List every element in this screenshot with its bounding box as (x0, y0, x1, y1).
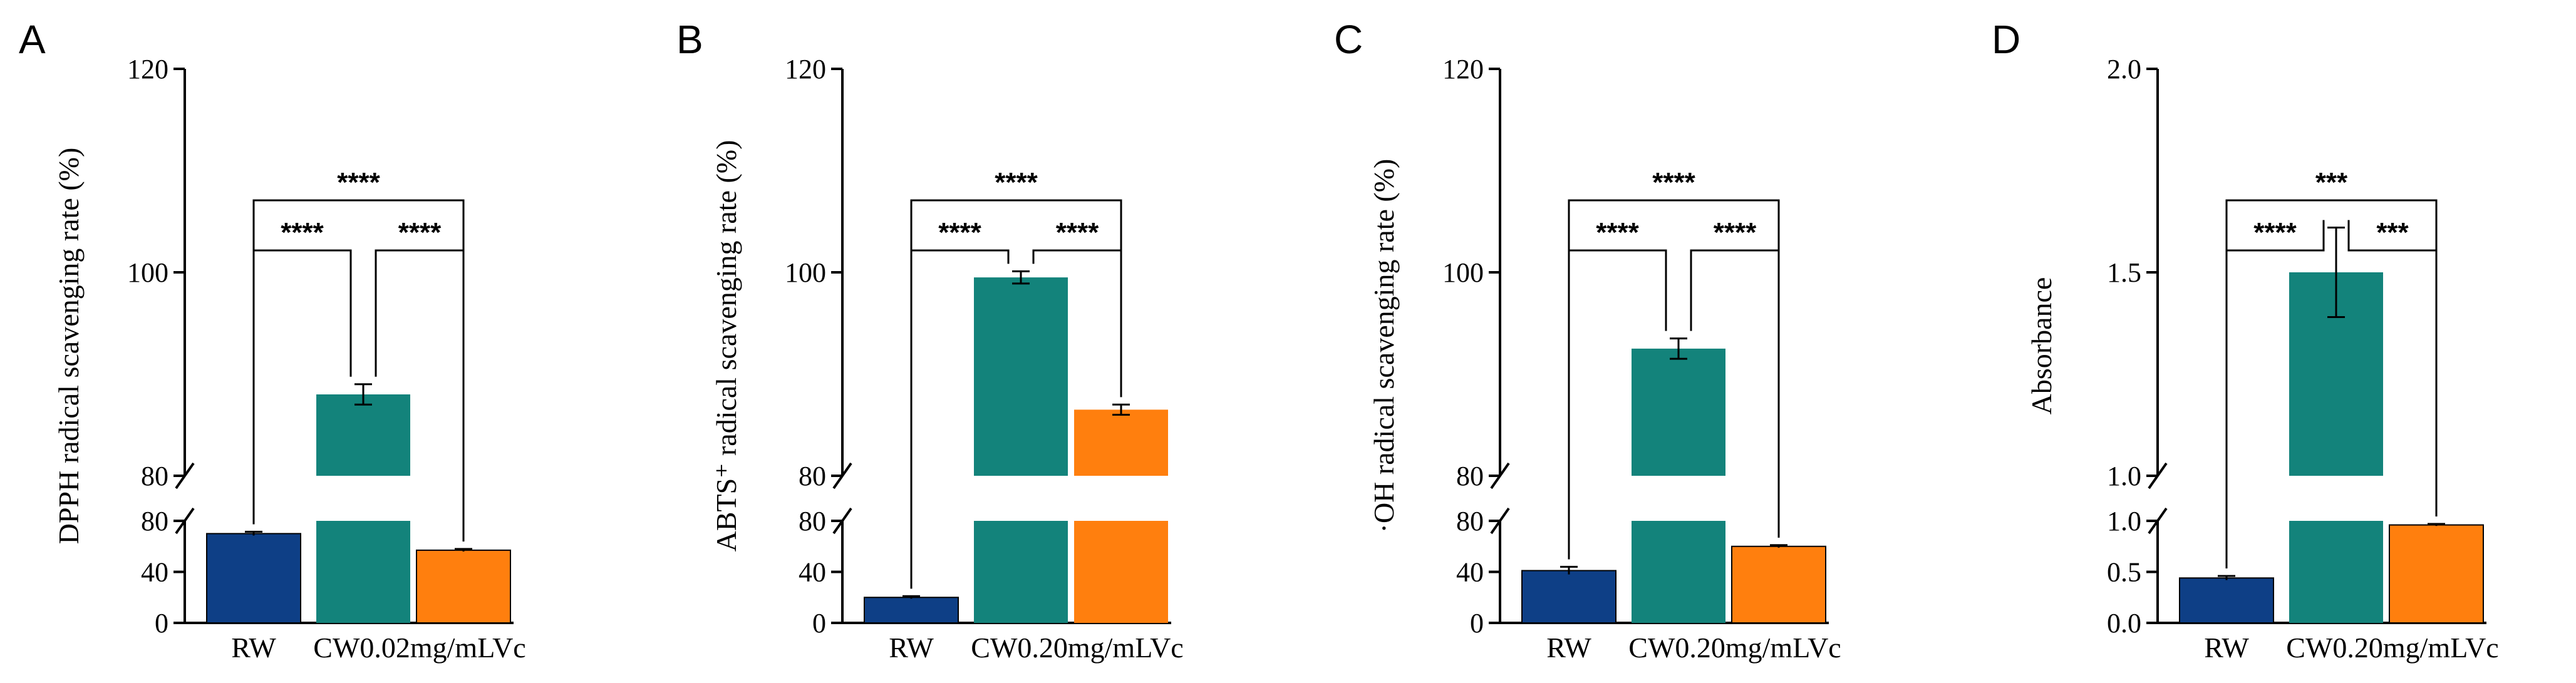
y-tick-label: 40 (1456, 557, 1484, 588)
y-tick-label: 100 (785, 257, 826, 288)
y-tick-label: 80 (141, 506, 168, 537)
bar-RW (1521, 570, 1616, 624)
panel-letter: D (1992, 17, 2020, 62)
bar-0.02mg/mLVc (416, 549, 511, 624)
bar-0.20mg/mLVc-lower (1074, 521, 1168, 623)
y-tick-label: 120 (785, 54, 826, 85)
significance-label: *** (2376, 217, 2409, 248)
bar-CW-upper (1632, 348, 1725, 476)
y-tick-label: 0.0 (2107, 608, 2141, 639)
bar-0.20mg/mLVc (2389, 524, 2484, 624)
panel-letter: B (676, 17, 703, 62)
significance-bracket (910, 199, 1122, 589)
significance-label: **** (938, 217, 981, 248)
bar-CW-upper (316, 394, 410, 476)
y-tick-label: 1.0 (2107, 506, 2141, 537)
significance-label: *** (2315, 167, 2348, 198)
bar-CW-lower (974, 521, 1068, 623)
y-tick-label: 40 (141, 557, 168, 588)
y-tick-label: 80 (1456, 506, 1484, 537)
bar-0.20mg/mLVc (1731, 545, 1826, 624)
x-tick-label: CW0.02mg/mLVc (313, 632, 525, 664)
y-tick-label: 1.5 (2107, 257, 2141, 288)
x-tick-label: RW (889, 632, 934, 664)
bar-RW (206, 533, 301, 624)
significance-label: **** (1652, 167, 1695, 198)
bar-CW-lower (1632, 521, 1725, 623)
y-tick-label: 120 (1442, 54, 1484, 85)
significance-label: **** (281, 217, 324, 248)
significance-bracket (252, 249, 352, 525)
significance-label: **** (337, 167, 380, 198)
y-tick-label: 100 (127, 257, 168, 288)
x-tick-label: CW0.20mg/mLVc (2286, 632, 2498, 664)
y-tick-label: 40 (799, 557, 826, 588)
bar-CW-upper (974, 277, 1068, 476)
bar-0.20mg/mLVc-upper (1074, 409, 1168, 476)
significance-bracket (2225, 199, 2438, 569)
y-tick-label: 0 (155, 608, 168, 639)
panel-C: C ·OH radical scavenging rate (%) 80 100 120… (1334, 17, 1841, 664)
y-tick-label: 0 (812, 608, 826, 639)
significance-label: **** (995, 167, 1038, 198)
significance-label: **** (398, 217, 442, 248)
x-tick-label: RW (2204, 632, 2249, 664)
x-tick-label: CW0.20mg/mLVc (1628, 632, 1841, 664)
y-tick-label: 100 (1442, 257, 1484, 288)
significance-label: **** (1056, 217, 1099, 248)
panel-A: A DPPH radical scavenging rate (%) 80 100 12… (19, 17, 526, 664)
y-tick-label: 1.0 (2107, 461, 2141, 491)
y-axis-label: DPPH radical scavenging rate (%) (53, 148, 85, 545)
bar-RW (864, 597, 959, 624)
significance-bracket (252, 199, 465, 542)
significance-label: **** (1714, 217, 1757, 248)
y-axis-label: ABTS⁺ radical scavenging rate (%) (710, 140, 742, 552)
panel-letter: C (1334, 17, 1363, 62)
x-tick-label: RW (1546, 632, 1591, 664)
y-tick-label: 120 (127, 54, 168, 85)
bar-CW-lower (2289, 521, 2383, 623)
y-tick-label: 80 (799, 461, 826, 491)
x-tick-label: CW0.20mg/mLVc (971, 632, 1183, 664)
y-tick-label: 0 (1470, 608, 1484, 639)
y-tick-label: 80 (1456, 461, 1484, 491)
y-axis-label: Absorbance (2025, 277, 2057, 415)
y-tick-label: 80 (141, 461, 168, 491)
panel-letter: A (19, 17, 46, 62)
panel-D: D Absorbance 1.0 1.5 2.0 0.0 0.5 1.0 RW CW0.20mg/… (1992, 17, 2499, 664)
bar-CW-lower (316, 521, 410, 623)
significance-label: **** (2253, 217, 2297, 248)
x-tick-label: RW (231, 632, 276, 664)
significance-bracket (1568, 199, 1780, 560)
panel-B: B ABTS⁺ radical scavenging rate (%) 80 100 1… (676, 17, 1184, 664)
y-tick-label: 0.5 (2107, 557, 2141, 588)
y-tick-label: 80 (799, 506, 826, 537)
y-tick-label: 2.0 (2107, 54, 2141, 85)
y-axis-label: ·OH radical scavenging rate (%) (1368, 159, 1400, 533)
significance-label: **** (1596, 217, 1639, 248)
bar-RW (2179, 577, 2274, 624)
